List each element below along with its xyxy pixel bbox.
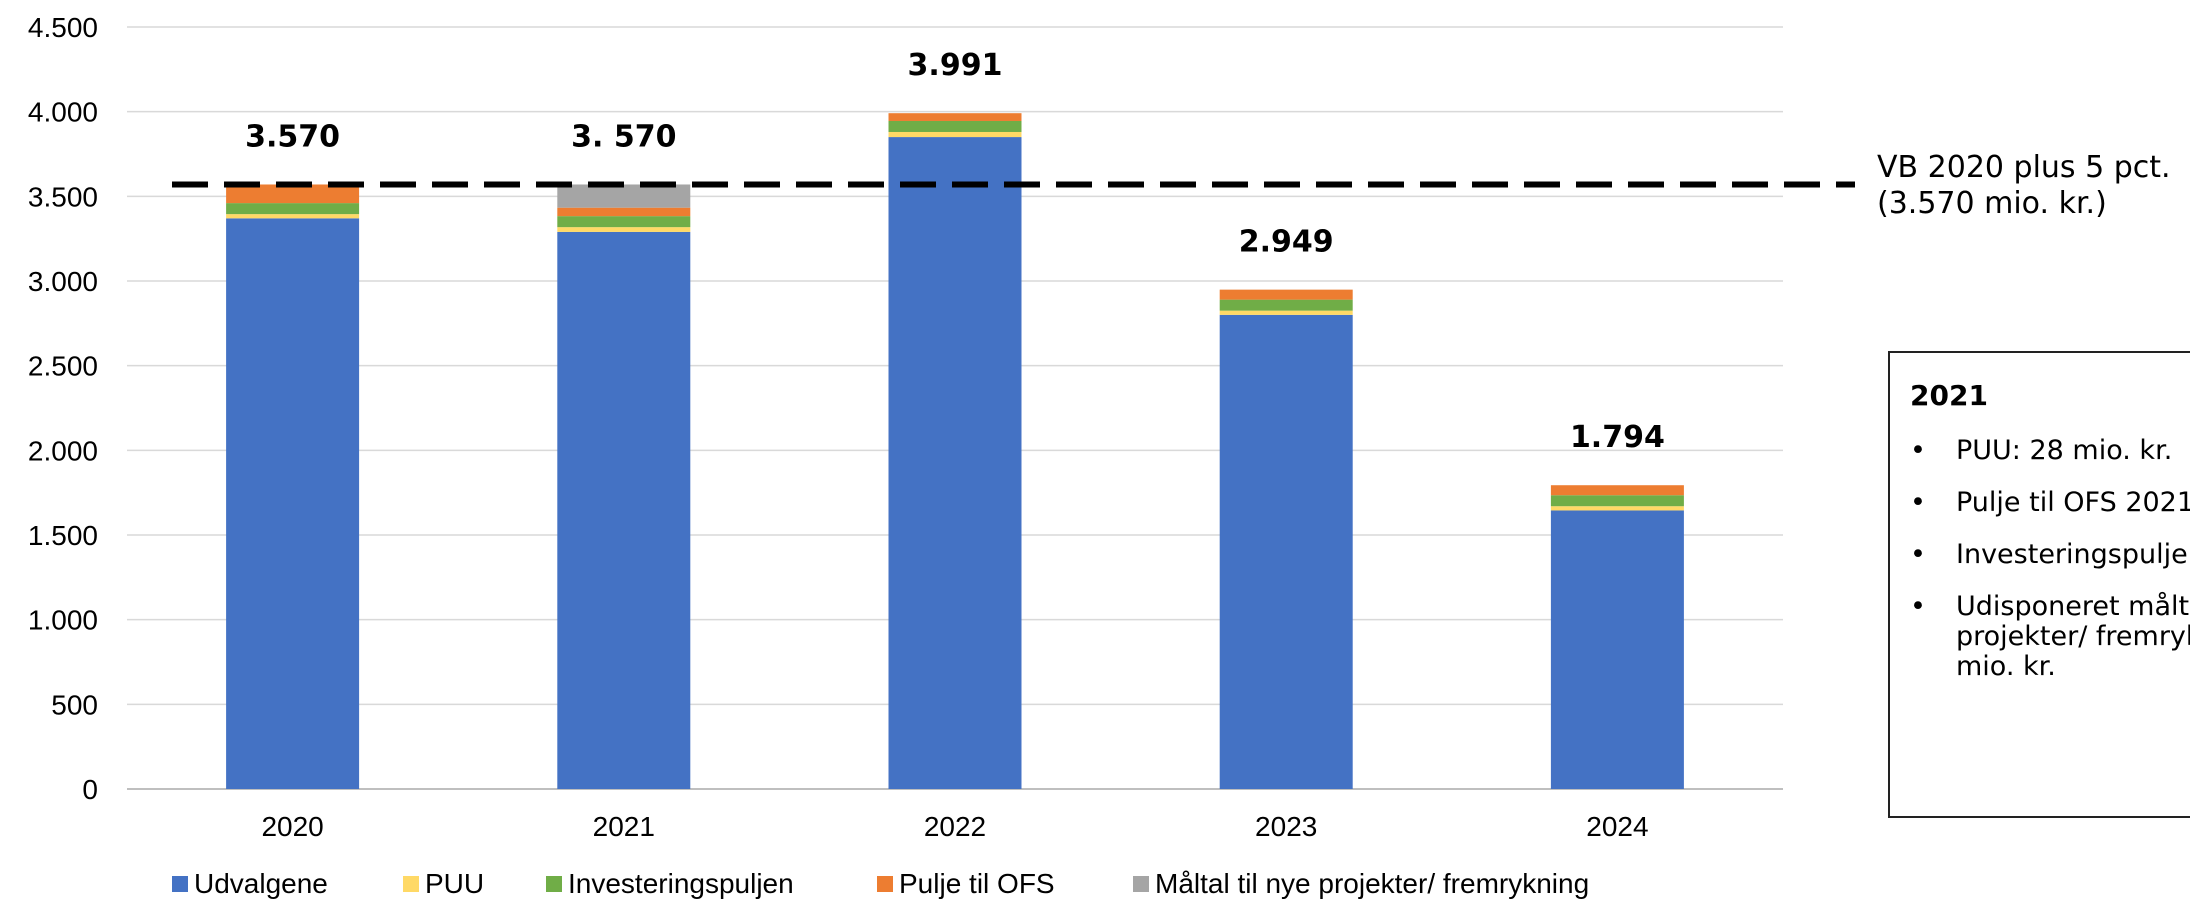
- y-tick-label: 2.000: [28, 435, 98, 466]
- total-label: 3.991: [908, 48, 1003, 83]
- note-item-text: Udisponeret måltal til nye projekter/ fr…: [1956, 591, 2190, 682]
- bar-segment: [1550, 510, 1684, 789]
- bar-segment: [888, 113, 1022, 121]
- x-tick-label: 2024: [1586, 811, 1648, 842]
- reference-line-label-1: VB 2020 plus 5 pct.: [1877, 150, 2171, 185]
- legend: Udvalgene PUU Investeringspuljen Pulje til …: [172, 868, 1589, 899]
- x-tick-label: 2021: [593, 811, 655, 842]
- total-label: 1.794: [1570, 420, 1665, 455]
- legend-swatch: [172, 876, 188, 892]
- y-tick-label: 1.500: [28, 520, 98, 551]
- bullet-icon: •: [1910, 539, 1926, 570]
- legend-swatch: [1133, 876, 1149, 892]
- bar-segment: [557, 207, 691, 217]
- legend-label: PUU: [425, 868, 484, 899]
- bar-segment: [557, 227, 691, 232]
- y-tick-label: 0: [82, 774, 98, 805]
- total-label: 2.949: [1239, 225, 1334, 260]
- bars: [226, 113, 1684, 790]
- total-label: 3.570: [245, 119, 340, 154]
- note-item: • Pulje til OFS 2021: 50 mio. kr.: [1910, 488, 2190, 518]
- x-tick-label: 2023: [1255, 811, 1317, 842]
- stacked-bar-chart: 0 500 1.000 1.500 2.000 2.500 3.000 3.500 4.000 4…: [28, 12, 1855, 899]
- y-tick-label: 2.500: [28, 351, 98, 382]
- bar-segment: [1219, 299, 1353, 311]
- bar-segment: [1550, 485, 1684, 496]
- legend-label: Investeringspuljen: [568, 868, 794, 899]
- y-tick-label: 1.000: [28, 605, 98, 636]
- note-title: 2021: [1910, 379, 1988, 412]
- bar-segment: [226, 218, 360, 789]
- bar-segment: [1550, 495, 1684, 507]
- legend-label: Udvalgene: [194, 868, 328, 899]
- bar-segment: [557, 231, 691, 790]
- reference-line-label: VB 2020 plus 5 pct. (3.570 mio. kr.): [1877, 150, 2171, 222]
- note-item: • PUU: 28 mio. kr.: [1910, 436, 2190, 466]
- note-item: • Investeringspuljen: 65 mio. kr.: [1910, 540, 2190, 570]
- bar-segment: [1219, 289, 1353, 300]
- bar-segment: [557, 184, 691, 208]
- bullet-icon: •: [1910, 487, 1926, 518]
- note-item-text: PUU: 28 mio. kr.: [1956, 435, 2173, 466]
- bar-segment: [888, 120, 1022, 132]
- legend-swatch: [546, 876, 562, 892]
- bullet-icon: •: [1910, 591, 1926, 622]
- note-item: • Udisponeret måltal til nye projekter/ f…: [1910, 592, 2190, 682]
- y-tick-label: 3.000: [28, 266, 98, 297]
- bar-segment: [1550, 506, 1684, 511]
- y-tick-label: 500: [51, 689, 98, 720]
- bar-segment: [1219, 314, 1353, 789]
- note-list: • PUU: 28 mio. kr. • Pulje til OFS 2021: 5…: [1910, 436, 2190, 682]
- y-tick-label: 4.000: [28, 97, 98, 128]
- bar-segment: [226, 203, 360, 215]
- total-label: 3. 570: [571, 119, 676, 154]
- note-box-2021: 2021 • PUU: 28 mio. kr. • Pulje til OFS 20…: [1888, 351, 2190, 818]
- x-tick-label: 2022: [924, 811, 986, 842]
- bar-segment: [888, 131, 1022, 138]
- bar-segment: [557, 216, 691, 228]
- reference-line-label-2: (3.570 mio. kr.): [1877, 186, 2107, 221]
- note-item-text: Investeringspuljen: 65 mio. kr.: [1956, 539, 2190, 570]
- y-axis-ticks: 0 500 1.000 1.500 2.000 2.500 3.000 3.500 4.000 4…: [28, 12, 98, 805]
- y-tick-label: 4.500: [28, 12, 98, 43]
- legend-swatch: [877, 876, 893, 892]
- legend-label: Pulje til OFS: [899, 868, 1055, 899]
- y-tick-label: 3.500: [28, 181, 98, 212]
- bar-segment: [226, 214, 360, 219]
- x-axis-ticks: 2020 2021 2022 2023 2024: [261, 811, 1648, 842]
- bar-segment: [226, 184, 360, 204]
- x-tick-label: 2020: [261, 811, 323, 842]
- total-labels: 3.570 3. 570 3.991 2.949 1.794: [245, 48, 1665, 455]
- note-item-text: Pulje til OFS 2021: 50 mio. kr.: [1956, 487, 2190, 518]
- bar-segment: [1219, 310, 1353, 315]
- legend-label: Måltal til nye projekter/ fremrykning: [1155, 868, 1589, 899]
- bar-segment: [888, 137, 1022, 790]
- bullet-icon: •: [1910, 435, 1926, 466]
- legend-swatch: [403, 876, 419, 892]
